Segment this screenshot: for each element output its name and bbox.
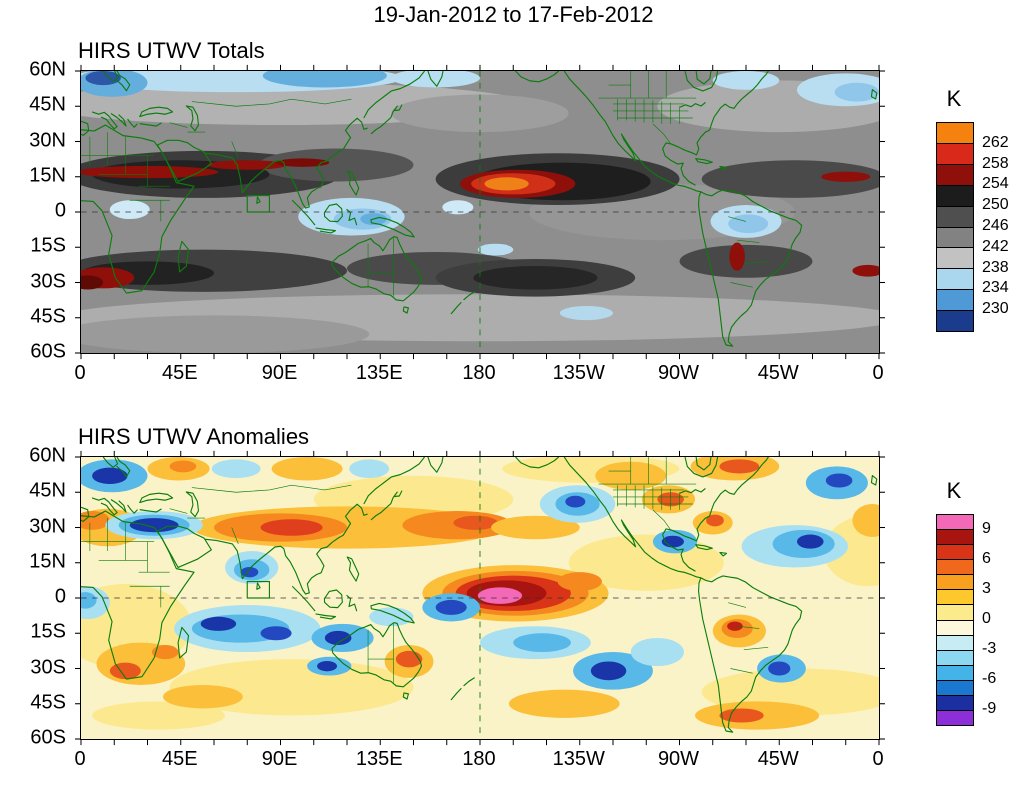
colorbar-segment [937,290,973,312]
y-axis-tick-label: 60S [30,726,66,749]
x-axis-tick-label: 90W [657,748,700,770]
x-axis-tick-label: 180 [462,362,496,384]
x-axis-tick-label: 0 [872,748,884,770]
axis-tick-marks [75,64,885,360]
anomalies-map [75,450,885,746]
totals-colorbar-ticks: 262 258 254 250 246 242 238 234 230 [982,122,1026,330]
colorbar-tick-label: 9 [982,520,991,537]
colorbar-segment [937,620,973,636]
x-axis-tick-label: 135W [552,748,605,770]
colorbar-tick-label: 262 [982,133,1009,151]
x-axis-tick-label: 45W [757,748,799,770]
anomalies-colorbar-ticks: 9 6 3 0 -3 -6 -9 [982,514,1026,724]
colorbar-tick-label: -9 [982,700,997,717]
totals-map-frame [75,64,885,360]
map-field-layer [81,71,879,353]
x-axis-tick-label: 0 [872,362,884,384]
y-axis-tick-label: 0 [54,199,66,222]
colorbar-tick-label: 246 [982,217,1009,234]
y-axis-tick-label: 30S [30,270,66,292]
x-axis-tick-label: 90W [657,362,700,384]
x-axis-tick-label: 90E [261,748,298,770]
colorbar-segment [937,711,973,726]
colorbar-segment [937,185,973,207]
colorbar-tick-label: 234 [982,279,1009,297]
x-axis-tick-label: 135E [355,362,403,384]
colorbar-segment [937,248,973,270]
colorbar-tick-label: 254 [982,175,1009,193]
colorbar-tick-label: 238 [982,258,1009,276]
colorbar-segment [937,605,973,621]
map-field-layer [81,457,879,739]
x-axis-tick-label: 180 [462,748,496,770]
x-axis-tick-label: 0 [74,362,86,384]
x-axis-tick-label: 135E [355,748,403,770]
colorbar-segment [937,635,973,651]
colorbar-tick-label: 250 [982,196,1009,214]
colorbar-segment [937,695,973,712]
anomalies-panel-title: HIRS UTWV Anomalies [78,424,310,449]
y-axis-tick-label: 45N [29,93,66,116]
colorbar-segment [937,164,973,186]
y-axis-tick-label: 15S [30,620,66,643]
colorbar-segment [937,590,973,606]
x-axis-tick-label: 0 [74,748,86,770]
x-axis-tick-label: 45W [757,362,799,384]
colorbar-segment [937,545,973,561]
y-axis-tick-label: 15N [29,164,66,187]
y-axis-tick-label: 45S [30,305,66,328]
anomalies-x-axis-labels: 0 45E 90E 135E 180 135W 90W 45W 0 [74,748,883,774]
anomalies-colorbar [936,514,974,726]
colorbar-segment [937,311,973,332]
colorbar-tick-label: -3 [982,640,997,657]
anomalies-map-frame [75,450,885,746]
x-axis-tick-label: 135W [552,362,605,384]
anomalies-colorbar-unit: K [946,478,962,503]
y-axis-tick-label: 30N [29,515,66,537]
colorbar-tick-label: 230 [982,300,1009,318]
colorbar-segment [937,269,973,291]
totals-colorbar-unit: K [946,86,962,111]
axis-tick-marks [75,450,885,746]
colorbar-segment [937,575,973,591]
colorbar-segment [937,665,973,681]
colorbar-segment [937,680,973,696]
colorbar-tick-label: 258 [982,154,1009,172]
x-axis-tick-label: 45E [161,748,198,770]
y-axis-tick-label: 45S [30,691,66,714]
y-axis-tick-label: 60N [29,444,66,467]
colorbar-segment [937,123,973,144]
anomalies-y-axis-labels: 60N 45N 30N 15N 0 15S 30S 45S 60S [4,445,74,749]
y-axis-tick-label: 15N [29,550,66,573]
colorbar-tick-label: 3 [982,580,991,597]
y-axis-tick-label: 60N [29,58,66,81]
totals-panel-title: HIRS UTWV Totals [78,38,265,63]
colorbar-segment [937,530,973,546]
y-axis-tick-label: 30S [30,656,66,678]
y-axis-tick-label: 0 [54,585,66,608]
y-axis-tick-label: 60S [30,340,66,363]
colorbar-segment [937,650,973,666]
x-axis-tick-label: 90E [261,362,298,384]
colorbar-tick-label: -6 [982,670,997,687]
colorbar-segment [937,206,973,228]
y-axis-tick-label: 30N [29,129,66,151]
colorbar-tick-label: 6 [982,550,991,567]
colorbar-tick-label: 0 [982,610,991,627]
date-range-title: 19-Jan-2012 to 17-Feb-2012 [373,2,654,27]
colorbar-segment [937,560,973,576]
totals-y-axis-labels: 60N 45N 30N 15N 0 15S 30S 45S 60S [4,59,74,363]
colorbar-segment [937,227,973,249]
y-axis-tick-label: 15S [30,234,66,257]
colorbar-segment [937,515,973,531]
x-axis-tick-label: 45E [161,362,198,384]
totals-map [75,64,885,360]
totals-colorbar [936,122,974,332]
totals-x-axis-labels: 0 45E 90E 135E 180 135W 90W 45W 0 [74,362,883,388]
colorbar-tick-label: 242 [982,237,1009,255]
colorbar-segment [937,143,973,165]
y-axis-tick-label: 45N [29,479,66,502]
